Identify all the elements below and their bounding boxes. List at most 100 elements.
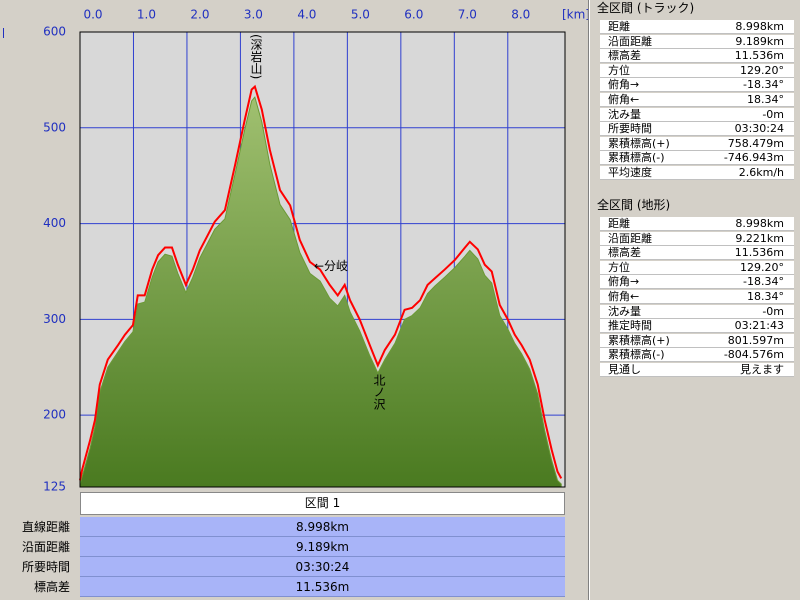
section-value: 03:30:24 — [80, 557, 565, 577]
panel-label: 累積標高(+) — [608, 136, 670, 150]
panel-title: 全区間 (トラック) — [594, 0, 800, 18]
panel-label: 沈み量 — [608, 107, 641, 121]
panel-label: 標高差 — [608, 246, 641, 260]
panel-value: -18.34° — [743, 275, 784, 289]
y-tick-label: 300 — [43, 312, 66, 326]
x-tick-label: 4.0 — [297, 8, 316, 22]
peak-label: (深岩山) — [249, 34, 263, 80]
panel-row: 標高差 11.536m — [600, 246, 794, 261]
y-tick-label: 400 — [43, 216, 66, 230]
section-header: 区間 1 — [80, 492, 565, 515]
terrain-area — [79, 96, 562, 488]
track-line — [79, 84, 563, 481]
panel-value: 8.998km — [735, 217, 784, 230]
panel-title: 全区間 (地形) — [594, 197, 800, 215]
panel-row: 方位 129.20° — [600, 260, 794, 275]
x-tick-label: 0.0 — [83, 8, 102, 22]
panel-row: 俯角→ -18.34° — [600, 78, 794, 93]
section-value: 8.998km — [80, 517, 565, 537]
panel-label: 沿面距離 — [608, 231, 652, 245]
panel-label: 方位 — [608, 260, 630, 274]
y-tick-label: 600 — [43, 25, 66, 39]
x-tick-label: 5.0 — [351, 8, 370, 22]
branch-label: ←分岐 — [314, 259, 349, 273]
panel-value: 03:21:43 — [734, 319, 784, 333]
section-label: 沿面距離 — [21, 540, 70, 554]
panel-value: 129.20° — [740, 63, 784, 77]
panel-row: 俯角← 18.34° — [600, 93, 794, 107]
panel-row: 平均速度 2.6km/h — [600, 166, 794, 180]
panel-value: 03:30:24 — [734, 122, 784, 136]
panel-label: 累積標高(-) — [608, 151, 665, 165]
valley-label: 北ノ沢 — [372, 374, 386, 410]
plot-frame — [79, 31, 566, 488]
panel-label: 沈み量 — [608, 304, 641, 318]
panel-label: 俯角→ — [608, 78, 640, 92]
section-label: 所要時間 — [21, 560, 70, 574]
panel-row: 累積標高(-) -804.576m — [600, 348, 794, 363]
panel-row: 沈み量 -0m — [600, 107, 794, 122]
panel-label: 俯角← — [608, 93, 640, 106]
panel-row: 方位 129.20° — [600, 63, 794, 78]
section-value: 9.189km — [80, 537, 565, 557]
y-tick-label: 125 — [43, 480, 66, 494]
panel-row: 距離 8.998km — [600, 217, 794, 231]
panel-row: 標高差 11.536m — [600, 49, 794, 64]
panel-label: 平均速度 — [608, 166, 652, 179]
panel-label: 推定時間 — [608, 319, 652, 333]
panel-label: 所要時間 — [608, 122, 652, 136]
panel-label: 俯角← — [608, 290, 640, 303]
panel-value: -0m — [762, 304, 784, 318]
panel-label: 累積標高(-) — [608, 348, 665, 362]
panel-row: 俯角← 18.34° — [600, 290, 794, 304]
y-tick-label: 500 — [43, 120, 66, 134]
x-tick-label: 2.0 — [190, 8, 209, 22]
panel-row: 俯角→ -18.34° — [600, 275, 794, 290]
panel-label: 沿面距離 — [608, 34, 652, 48]
panel-row: 沈み量 -0m — [600, 304, 794, 319]
x-unit-label: [km] — [562, 8, 590, 22]
panel-row: 見通し 見えます — [600, 363, 794, 377]
panel-value: 見えます — [740, 363, 784, 376]
x-tick-label: 1.0 — [137, 8, 156, 22]
panel-label: 累積標高(+) — [608, 333, 670, 347]
y-axis-line — [3, 28, 4, 38]
panel-row: 沿面距離 9.189km — [600, 34, 794, 49]
panel-divider — [588, 0, 590, 600]
panel-row: 距離 8.998km — [600, 20, 794, 34]
section-value: 11.536m — [80, 577, 565, 597]
panel-value: 9.221km — [735, 231, 784, 245]
panel-row: 累積標高(+) 801.597m — [600, 333, 794, 348]
panel-label: 俯角→ — [608, 275, 640, 289]
panel-row: 推定時間 03:21:43 — [600, 319, 794, 334]
x-tick-label: 8.0 — [511, 8, 530, 22]
panel-label: 見通し — [608, 363, 641, 376]
panel-value: 2.6km/h — [738, 166, 784, 179]
panel-row: 累積標高(+) 758.479m — [600, 136, 794, 151]
panel-value: 129.20° — [740, 260, 784, 274]
panel-value: -18.34° — [743, 78, 784, 92]
panel-value: -0m — [762, 107, 784, 121]
panel-value: 801.597m — [727, 333, 784, 347]
y-tick-label: 200 — [43, 408, 66, 422]
x-tick-label: 7.0 — [458, 8, 477, 22]
panel-value: 9.189km — [735, 34, 784, 48]
panel-label: 距離 — [608, 20, 630, 33]
section-label: 標高差 — [33, 580, 70, 594]
panel-value: 758.479m — [727, 136, 784, 150]
panel-row: 沿面距離 9.221km — [600, 231, 794, 246]
panel-label: 方位 — [608, 63, 630, 77]
panel-label: 距離 — [608, 217, 630, 230]
x-tick-label: 3.0 — [244, 8, 263, 22]
panel-value: 18.34° — [747, 93, 784, 106]
x-tick-label: 6.0 — [404, 8, 423, 22]
panel-value: -804.576m — [723, 348, 784, 362]
panel-row: 所要時間 03:30:24 — [600, 122, 794, 137]
panel-label: 標高差 — [608, 49, 641, 63]
panel-value: 18.34° — [747, 290, 784, 303]
panel-row: 累積標高(-) -746.943m — [600, 151, 794, 166]
section-label: 直線距離 — [21, 520, 70, 534]
panel-value: 11.536m — [734, 49, 784, 63]
